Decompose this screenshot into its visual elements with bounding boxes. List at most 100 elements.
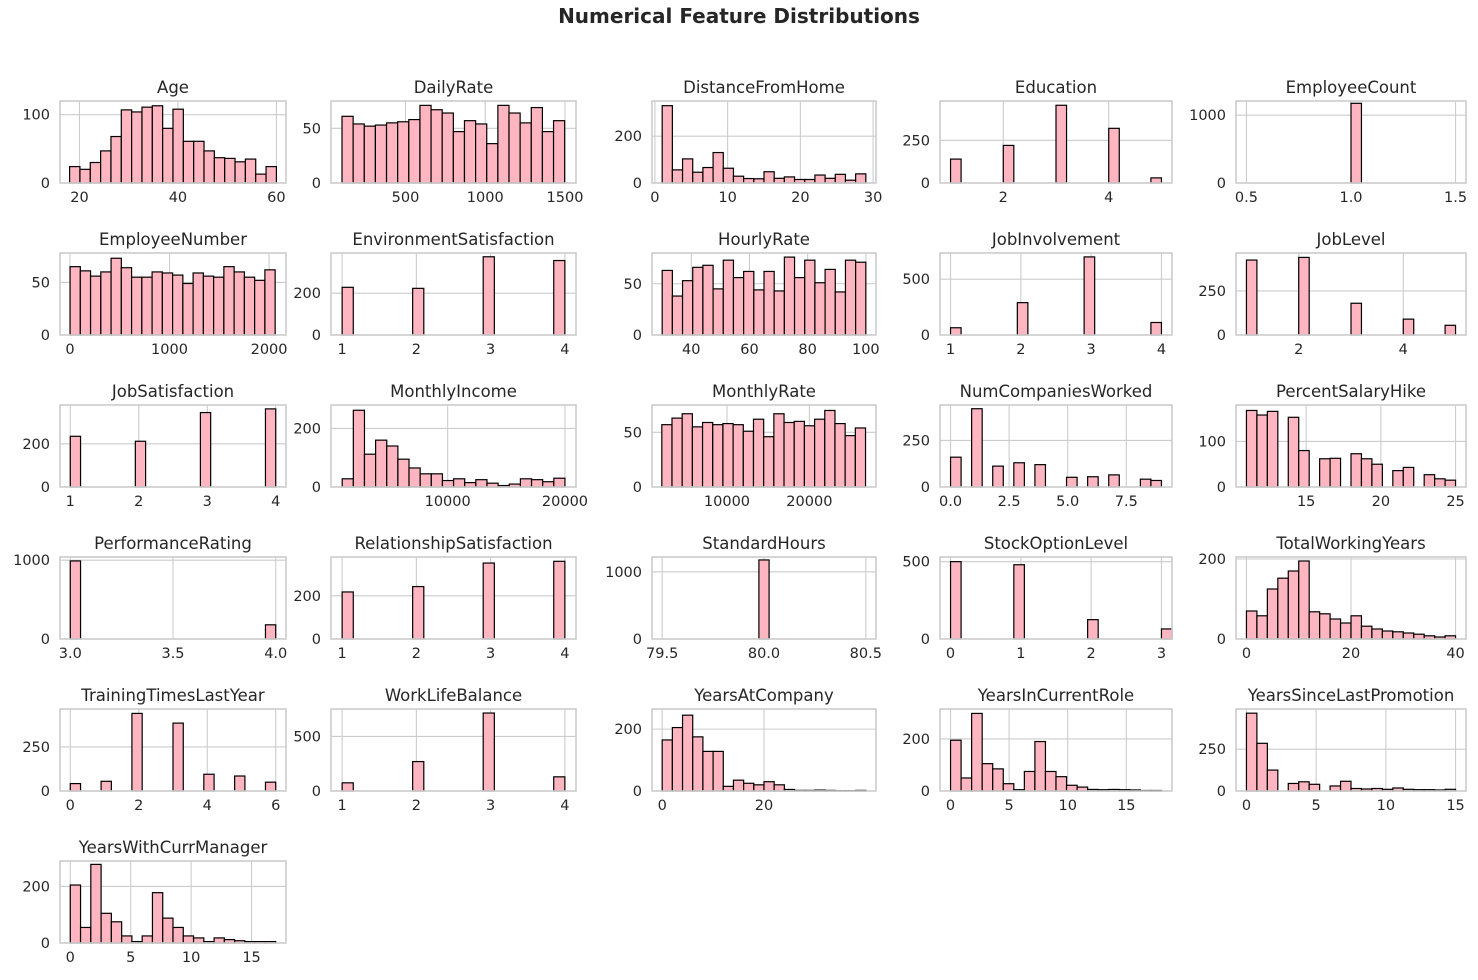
histogram-bar xyxy=(482,256,495,336)
panel-title: YearsSinceLastPromotion xyxy=(1247,686,1455,705)
x-tick-label: 3.0 xyxy=(59,646,82,662)
x-tick-label: 15 xyxy=(1117,798,1135,814)
x-tick-label: 3 xyxy=(486,646,495,662)
axes-frame xyxy=(59,404,287,488)
panel-numcompaniesworked: NumCompaniesWorked 0.0 2.5 5.0 7.5 0 250 xyxy=(902,382,1173,510)
histogram-bar xyxy=(224,157,236,184)
histogram-bar xyxy=(824,268,836,336)
histogram-bar xyxy=(419,104,432,184)
histogram-bar xyxy=(671,417,683,488)
y-tick-label: 200 xyxy=(1198,552,1226,568)
histogram-bar xyxy=(691,426,704,488)
x-tick-label: 1 xyxy=(338,342,347,358)
y-tick-label: 0 xyxy=(1217,176,1226,192)
histogram-bar xyxy=(341,286,354,336)
axes-frame xyxy=(651,556,877,640)
histogram-bar xyxy=(202,275,215,336)
x-tick-label: 0 xyxy=(946,798,955,814)
histogram-bar xyxy=(203,150,215,184)
histogram-bar xyxy=(441,479,455,488)
histogram-bar xyxy=(671,295,684,336)
histogram-bar xyxy=(1319,458,1331,488)
histogram-bar xyxy=(100,150,112,184)
x-tick-label: 2 xyxy=(412,646,421,662)
x-tick-label: 1500 xyxy=(547,190,584,206)
panel-performancerating: PerformanceRating 3.0 3.5 4.0 0 1000 xyxy=(13,534,287,662)
histogram-bar xyxy=(814,282,826,336)
axes-frame xyxy=(939,100,1173,184)
x-tick-label: 60 xyxy=(740,342,758,358)
histogram-bar xyxy=(949,158,962,184)
histogram-bar xyxy=(722,422,734,488)
y-tick-label: 200 xyxy=(293,421,321,437)
x-tick-label: 2000 xyxy=(251,342,288,358)
histogram-bar xyxy=(712,424,724,488)
x-tick-label: 2 xyxy=(134,798,143,814)
histogram-bar xyxy=(203,773,215,792)
axes-frame xyxy=(330,708,577,792)
x-tick-label: 1000 xyxy=(151,342,188,358)
histogram-bar xyxy=(234,775,246,792)
histogram-bar xyxy=(1002,144,1015,184)
histogram-bar xyxy=(254,279,266,336)
histogram-bar xyxy=(141,106,153,184)
x-tick-label: 0 xyxy=(1242,798,1251,814)
panel-standardhours: StandardHours 79.5 80.0 80.5 0 1000 xyxy=(605,534,882,662)
histogram-bar xyxy=(742,430,755,488)
y-tick-label: 0 xyxy=(312,480,321,496)
histogram-bar xyxy=(213,276,225,336)
histogram-bar xyxy=(110,921,123,944)
histogram-bar xyxy=(992,465,1004,488)
axes-frame xyxy=(1235,556,1467,640)
panel-monthlyincome: MonthlyIncome 10000 20000 0 200 xyxy=(293,382,588,510)
histogram-bar xyxy=(1256,615,1268,640)
histogram-bar xyxy=(264,408,277,488)
histogram-bar xyxy=(486,143,499,184)
panel-education: Education 2 4 0 250 xyxy=(902,78,1173,206)
histogram-bar xyxy=(182,140,195,184)
histogram-bar xyxy=(1329,618,1342,640)
panel-employeecount: EmployeeCount 0.5 1.0 1.5 0 1000 xyxy=(1189,78,1467,206)
axes-frame xyxy=(59,100,287,184)
histogram-bar xyxy=(162,127,174,184)
histogram-bar xyxy=(1298,256,1310,336)
histogram-bar xyxy=(1444,324,1457,336)
histogram-bar xyxy=(1150,321,1163,336)
histogram-bar xyxy=(151,892,164,944)
panel-hourlyrate: HourlyRate 40 60 80 100 0 50 xyxy=(624,230,880,358)
x-tick-label: 2 xyxy=(1016,342,1025,358)
histogram-bar xyxy=(752,418,765,488)
y-tick-label: 0 xyxy=(921,784,930,800)
x-tick-label: 2 xyxy=(134,494,143,510)
x-tick-label: 7.5 xyxy=(1115,494,1138,510)
axes-frame xyxy=(651,252,877,336)
panel-title: StockOptionLevel xyxy=(984,534,1128,553)
axes-frame xyxy=(59,708,287,792)
y-tick-label: 200 xyxy=(902,732,930,748)
y-tick-label: 0 xyxy=(1217,632,1226,648)
x-tick-label: 30 xyxy=(864,190,882,206)
axes-frame xyxy=(330,404,577,488)
histogram-bar xyxy=(702,166,714,184)
histogram-bar xyxy=(134,440,147,488)
histogram-bar xyxy=(172,274,184,336)
figure-title: Numerical Feature Distributions xyxy=(558,4,920,28)
panel-title: YearsWithCurrManager xyxy=(78,838,268,857)
histogram-bar xyxy=(981,763,994,792)
axes-frame xyxy=(651,404,877,488)
x-tick-label: 1.5 xyxy=(1444,190,1467,206)
histogram-bar xyxy=(374,124,388,184)
histogram-bar xyxy=(1402,318,1415,336)
y-tick-label: 0 xyxy=(921,632,930,648)
histogram-bar xyxy=(1287,570,1300,640)
panel-stockoptionlevel: StockOptionLevel 0 1 2 3 0 500 xyxy=(902,534,1173,662)
histogram-bar xyxy=(110,135,122,184)
x-tick-label: 1 xyxy=(1016,646,1025,662)
y-tick-label: 50 xyxy=(624,425,642,441)
x-tick-label: 1 xyxy=(66,494,75,510)
histogram-bar xyxy=(131,111,143,184)
y-tick-label: 200 xyxy=(614,129,642,145)
panel-title: JobSatisfaction xyxy=(111,382,234,401)
histogram-bar xyxy=(463,120,477,184)
histogram-bar xyxy=(141,276,153,336)
